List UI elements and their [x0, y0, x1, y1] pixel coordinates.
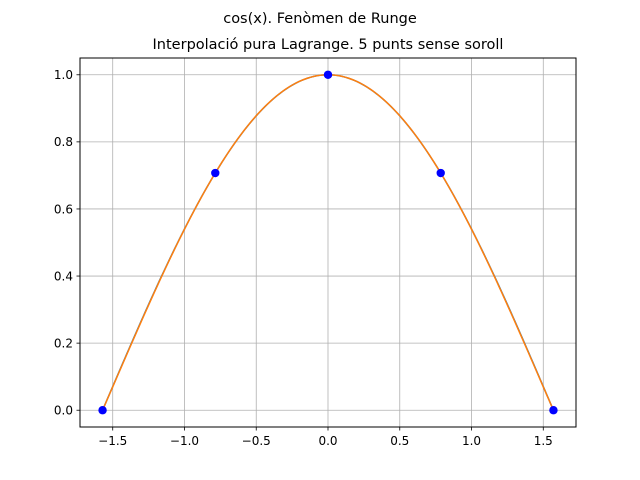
x-tick-label: 0.0 — [318, 434, 337, 448]
sample-point — [323, 70, 333, 79]
y-tick-label: 0.6 — [54, 202, 73, 216]
x-tick-label: 1.5 — [534, 434, 553, 448]
x-tick-label: 1.0 — [462, 434, 481, 448]
y-tick-label: 0.8 — [54, 135, 73, 149]
sample-point — [549, 406, 558, 415]
y-tick-label: 0.4 — [54, 269, 73, 283]
chart-title: Interpolació pura Lagrange. 5 punts sens… — [153, 37, 504, 53]
x-tick-label: −0.5 — [242, 434, 271, 448]
y-tick-label: 0.0 — [54, 404, 73, 418]
y-tick-label: 1.0 — [54, 68, 73, 82]
x-tick-label: −1.0 — [170, 434, 199, 448]
x-tick-label: −1.5 — [98, 434, 127, 448]
y-tick-label: 0.2 — [54, 336, 73, 350]
plot-area — [98, 70, 558, 415]
sample-point — [98, 406, 107, 415]
figure-suptitle: cos(x). Fenòmen de Runge — [223, 11, 417, 27]
ticks: −1.5 −1.0 −0.5 0.0 0.5 1.0 1.5 0.0 0.2 0.4 0.6 0.8 1… — [54, 68, 553, 448]
x-tick-label: 0.5 — [390, 434, 409, 448]
sample-point — [211, 168, 220, 178]
sample-point — [436, 168, 445, 178]
